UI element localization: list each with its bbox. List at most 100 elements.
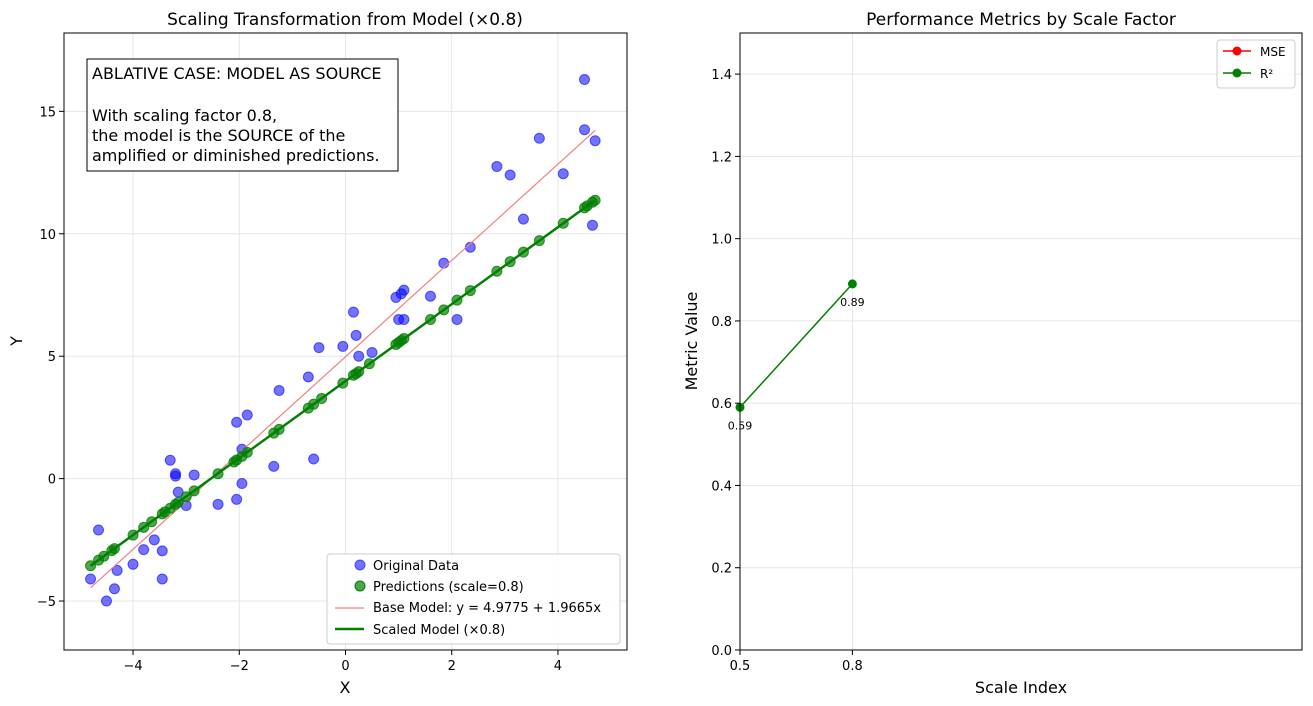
plot-marks: 0.590.89 [728, 279, 865, 432]
original-data-point [586, 219, 598, 231]
original-data-point [156, 545, 168, 557]
original-data-point [93, 524, 105, 536]
original-data-point [353, 350, 365, 362]
original-data-point [579, 74, 591, 86]
chart-title: Scaling Transformation from Model (×0.8) [167, 10, 523, 30]
x-tick-label: 0 [341, 659, 349, 674]
original-data-point [100, 595, 112, 607]
original-data-point [438, 257, 450, 269]
original-data-point [273, 384, 285, 396]
y-tick-label: 1.0 [711, 233, 732, 248]
legend-marker-original [354, 559, 366, 571]
legend-marker-predictions [354, 580, 366, 592]
original-data-point [138, 544, 150, 556]
original-data-point [85, 573, 97, 585]
original-data-point [398, 284, 410, 296]
original-data-point [398, 313, 410, 325]
legend-label-r2: R² [1260, 67, 1273, 81]
scatter-chart: Scaling Transformation from Model (×0.8)… [7, 10, 628, 697]
y-tick-label: 0.0 [711, 644, 732, 659]
legend-marker-mse [1232, 46, 1242, 56]
x-tick-label: −4 [123, 659, 142, 674]
y-tick-label: 1.2 [711, 150, 732, 165]
original-data-point [350, 329, 362, 341]
original-data-point [241, 409, 253, 421]
original-data-point [212, 498, 224, 510]
metrics-line-chart: Performance Metrics by Scale Factor 0.59… [682, 10, 1303, 697]
r2-data-label: 0.89 [840, 296, 865, 309]
plot-marks [85, 74, 601, 607]
legend-label-mse: MSE [1260, 45, 1286, 59]
original-data-point [424, 290, 436, 302]
original-data-point [148, 534, 160, 546]
legend-label-scaled: Scaled Model (×0.8) [373, 623, 505, 638]
y-tick-label: 0.2 [711, 562, 732, 577]
x-tick-label: 0.5 [730, 659, 751, 674]
y-tick-label: 0.6 [711, 397, 732, 412]
annotation-line-1: ABLATIVE CASE: MODEL AS SOURCE [92, 64, 381, 83]
x-axis-label: Scale Index [975, 678, 1067, 697]
scaled-model-line [89, 199, 596, 567]
original-data-point [504, 169, 516, 181]
original-data-point [491, 160, 503, 172]
x-tick-label: 4 [554, 659, 562, 674]
original-data-point [464, 241, 476, 253]
original-data-point [111, 564, 123, 576]
annotation-line-5: amplified or diminished predictions. [92, 146, 380, 165]
original-data-point [313, 342, 325, 354]
original-data-point [231, 493, 243, 505]
original-data-point [108, 583, 120, 595]
y-tick-label: 15 [39, 105, 56, 120]
legend-label-original: Original Data [373, 559, 459, 574]
r2-series-line [739, 283, 853, 408]
legend: MSE R² [1216, 39, 1296, 89]
original-data-point [188, 469, 200, 481]
y-tick-label: 10 [39, 228, 56, 243]
original-data-point [517, 213, 529, 225]
x-tick-label: 2 [448, 659, 456, 674]
original-data-point [366, 347, 378, 359]
original-data-point [127, 558, 139, 570]
y-tick-label: 0 [48, 473, 56, 488]
annotation-line-4: the model is the SOURCE of the [92, 126, 345, 145]
legend-label-base: Base Model: y = 4.9775 + 1.9665x [373, 601, 601, 616]
original-data-point [164, 454, 176, 466]
x-tick-label: 0.8 [842, 659, 863, 674]
original-data-point [156, 573, 168, 585]
y-tick-label: 5 [48, 350, 56, 365]
original-data-point [579, 124, 591, 136]
base-model-line [90, 130, 596, 589]
chart-title: Performance Metrics by Scale Factor [866, 10, 1176, 30]
annotation-line-3: With scaling factor 0.8, [92, 106, 277, 125]
y-tick-label: 1.4 [711, 68, 732, 83]
original-data-point [557, 168, 569, 180]
axis-ticks: −4 −2 0 2 4 −5 0 5 10 15 [37, 105, 562, 674]
legend: Original Data Predictions (scale=0.8) Ba… [326, 553, 621, 645]
axis-ticks: 0.5 0.8 0.0 0.2 0.4 0.6 0.8 1.0 1.2 1.4 [711, 68, 862, 674]
original-data-point [236, 478, 248, 490]
y-tick-label: −5 [37, 595, 56, 610]
y-axis-label: Metric Value [682, 292, 701, 391]
x-tick-label: −2 [230, 659, 249, 674]
original-data-point [589, 135, 601, 147]
y-axis-label: Y [7, 336, 26, 347]
y-tick-label: 0.4 [711, 479, 732, 494]
r2-data-point [847, 279, 857, 289]
original-data-point [170, 468, 182, 480]
original-data-point [347, 306, 359, 318]
original-data-point [302, 371, 314, 383]
grid [739, 33, 1302, 651]
original-data-point [337, 340, 349, 352]
x-axis-label: X [340, 678, 351, 697]
original-data-point [533, 132, 545, 144]
y-tick-label: 0.8 [711, 315, 732, 330]
original-data-point [268, 460, 280, 472]
plot-frame [739, 32, 1303, 651]
original-data-point [308, 453, 320, 465]
original-data-point [231, 416, 243, 428]
annotation-box: ABLATIVE CASE: MODEL AS SOURCE With scal… [86, 58, 399, 172]
original-data-point [451, 313, 463, 325]
legend-label-predictions: Predictions (scale=0.8) [373, 580, 524, 595]
legend-marker-r2 [1232, 68, 1242, 78]
